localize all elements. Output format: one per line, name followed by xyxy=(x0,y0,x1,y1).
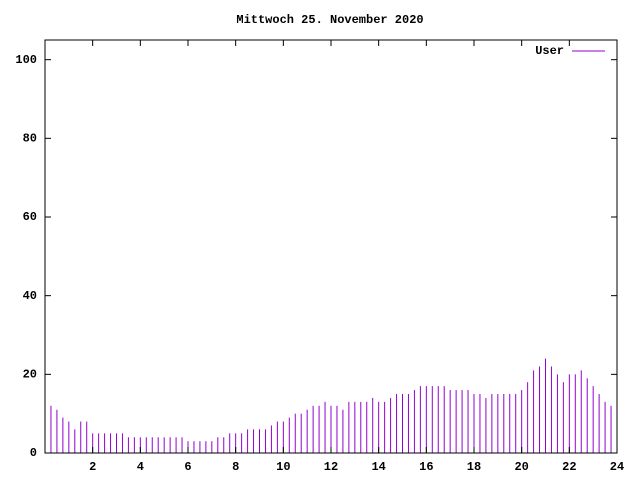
y-tick-label: 60 xyxy=(23,210,37,224)
x-tick-label: 6 xyxy=(184,460,191,474)
x-tick-label: 8 xyxy=(232,460,239,474)
x-tick-label: 18 xyxy=(467,460,481,474)
y-tick-label: 20 xyxy=(23,368,37,382)
y-tick-label: 100 xyxy=(15,53,37,67)
y-tick-label: 0 xyxy=(30,446,37,460)
x-tick-label: 20 xyxy=(514,460,528,474)
chart-title: Mittwoch 25. November 2020 xyxy=(236,13,423,27)
y-tick-label: 80 xyxy=(23,132,37,146)
plot-border xyxy=(44,39,618,454)
legend-label: User xyxy=(535,44,564,58)
x-tick-label: 4 xyxy=(137,460,144,474)
x-tick-label: 16 xyxy=(419,460,433,474)
x-tick-label: 12 xyxy=(324,460,338,474)
y-tick-label: 40 xyxy=(23,289,37,303)
x-tick-label: 22 xyxy=(562,460,576,474)
x-tick-label: 10 xyxy=(276,460,290,474)
x-tick-label: 14 xyxy=(371,460,385,474)
x-tick-label: 24 xyxy=(610,460,624,474)
x-tick-label: 2 xyxy=(89,460,96,474)
